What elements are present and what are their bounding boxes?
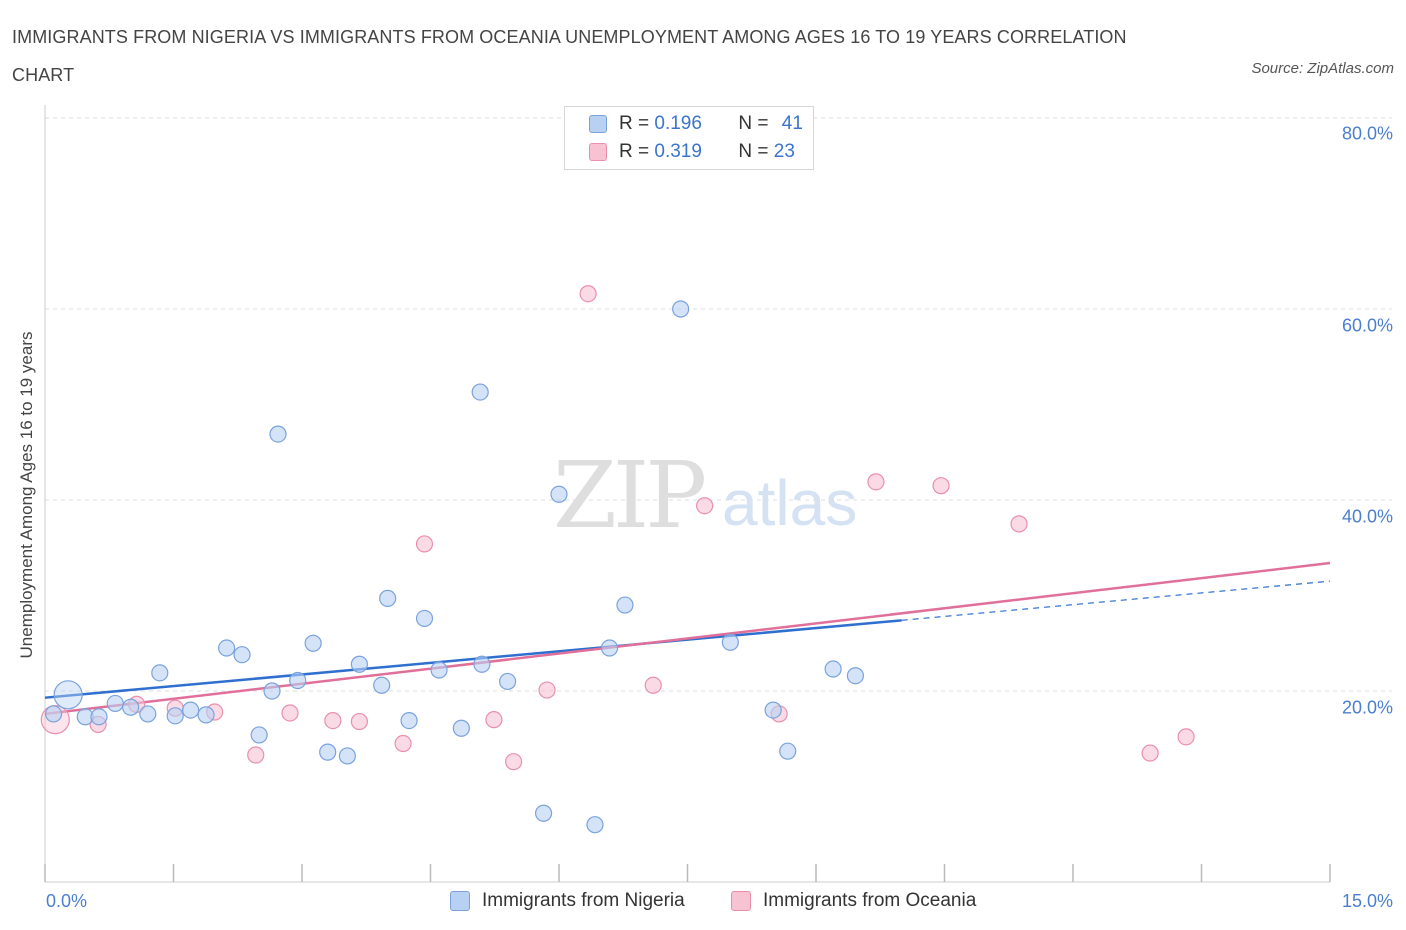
trend-lines-nigeria: [44, 580, 1331, 699]
x-tick-label-max: 15.0%: [1341, 891, 1393, 911]
data-point-nigeria: [106, 694, 124, 713]
data-point-nigeria: [586, 816, 604, 834]
data-point-oceania: [324, 712, 342, 730]
series-name-nigeria: Immigrants from Nigeria: [482, 890, 685, 911]
legend-row-oceania: R = 0.319 N = 23: [589, 139, 795, 165]
data-point-nigeria: [824, 660, 842, 678]
data-point-nigeria: [616, 596, 634, 614]
legend-row-nigeria: R = 0.196 N = 41: [589, 111, 803, 137]
legend-r-label: R =: [619, 141, 650, 162]
data-point-oceania: [504, 753, 523, 771]
data-point-oceania: [579, 285, 597, 303]
y-tick-label-60: 60.0%: [1341, 315, 1393, 336]
series-legend-oceania[interactable]: Immigrants from Oceania: [731, 890, 976, 912]
trend-line-oceania: [44, 561, 1331, 716]
series-swatch-nigeria: [450, 891, 470, 911]
trend-lines-oceania: [44, 561, 1331, 716]
data-point-oceania: [644, 676, 662, 694]
data-point-nigeria: [122, 698, 140, 716]
data-point-nigeria: [350, 655, 368, 673]
data-point-nigeria: [197, 706, 215, 724]
data-point-oceania: [350, 712, 368, 731]
data-point-nigeria: [166, 707, 184, 725]
data-point-nigeria: [550, 485, 568, 503]
data-point-oceania: [1141, 744, 1159, 762]
data-point-nigeria: [779, 742, 797, 760]
data-point-oceania: [485, 711, 503, 729]
y-tick-label-20: 20.0%: [1341, 697, 1393, 718]
data-point-oceania: [1010, 515, 1028, 533]
series-legend: Immigrants from Nigeria Immigrants from …: [0, 890, 1406, 916]
points-nigeria: [44, 300, 865, 834]
y-tick-label-80: 80.0%: [1341, 123, 1393, 144]
data-point-nigeria: [44, 705, 63, 723]
data-point-nigeria: [139, 705, 157, 723]
data-point-nigeria: [319, 743, 337, 761]
data-point-nigeria: [182, 701, 200, 719]
data-point-nigeria: [473, 655, 491, 673]
data-point-nigeria: [764, 701, 782, 719]
data-point-nigeria: [373, 676, 391, 694]
data-point-oceania: [867, 473, 885, 491]
data-point-nigeria: [499, 672, 517, 691]
legend-n-label: N =: [738, 113, 769, 134]
data-point-nigeria: [151, 664, 169, 682]
legend-n-value-oceania: 23: [773, 141, 795, 162]
legend-swatch-oceania: [589, 143, 607, 161]
data-point-nigeria: [263, 682, 281, 700]
data-point-oceania: [394, 734, 412, 753]
data-point-oceania: [415, 535, 434, 553]
trend-line-nigeria-extension: [901, 580, 1331, 621]
data-point-nigeria: [471, 383, 489, 401]
data-point-nigeria: [338, 747, 357, 765]
source-credit: Source: ZipAtlas.com: [1251, 60, 1394, 77]
data-point-nigeria: [250, 726, 268, 744]
legend-swatch-nigeria: [589, 115, 607, 133]
data-point-nigeria: [846, 667, 865, 685]
data-point-oceania: [1177, 728, 1195, 746]
data-point-nigeria: [269, 425, 287, 443]
data-point-nigeria: [721, 633, 739, 651]
watermark-zip: ZIP: [553, 442, 707, 549]
data-point-nigeria: [430, 661, 448, 679]
watermark-atlas: atlas: [722, 467, 858, 539]
legend-r-value-nigeria: 0.196: [654, 113, 702, 134]
data-point-nigeria: [415, 609, 434, 628]
data-point-nigeria: [289, 671, 307, 690]
x-tick-label-min: 0.0%: [46, 891, 88, 911]
data-point-nigeria: [600, 639, 619, 657]
legend-r-value-oceania: 0.319: [654, 141, 702, 162]
data-point-nigeria: [534, 804, 553, 822]
series-swatch-oceania: [731, 891, 751, 911]
data-point-oceania: [281, 704, 299, 722]
series-legend-nigeria[interactable]: Immigrants from Nigeria: [450, 890, 685, 912]
data-point-nigeria: [218, 639, 236, 657]
legend-n-label: N =: [738, 141, 769, 162]
legend-n-value-nigeria: 41: [781, 113, 803, 134]
y-tick-label-40: 40.0%: [1341, 506, 1393, 527]
trend-line-nigeria: [44, 619, 902, 699]
data-point-nigeria: [379, 589, 397, 607]
correlation-legend: R = 0.196 N = 41 R = 0.319 N = 23: [564, 106, 814, 170]
data-point-oceania: [932, 477, 950, 495]
data-point-nigeria: [90, 708, 108, 726]
data-point-nigeria: [400, 712, 418, 730]
data-point-nigeria: [53, 680, 83, 710]
chart-title: IMMIGRANTS FROM NIGERIA VS IMMIGRANTS FR…: [12, 27, 1127, 85]
legend-r-label: R =: [619, 113, 650, 134]
data-point-nigeria: [233, 646, 251, 664]
data-point-nigeria: [452, 719, 470, 737]
data-point-oceania: [247, 746, 265, 764]
data-point-nigeria: [304, 634, 322, 652]
series-name-oceania: Immigrants from Oceania: [763, 890, 977, 911]
grid-lines: [45, 117, 1392, 692]
data-point-nigeria: [672, 300, 690, 318]
data-point-oceania: [696, 497, 714, 515]
points-oceania: [40, 285, 1195, 771]
data-point-oceania: [538, 681, 556, 699]
axes: [44, 105, 1331, 883]
